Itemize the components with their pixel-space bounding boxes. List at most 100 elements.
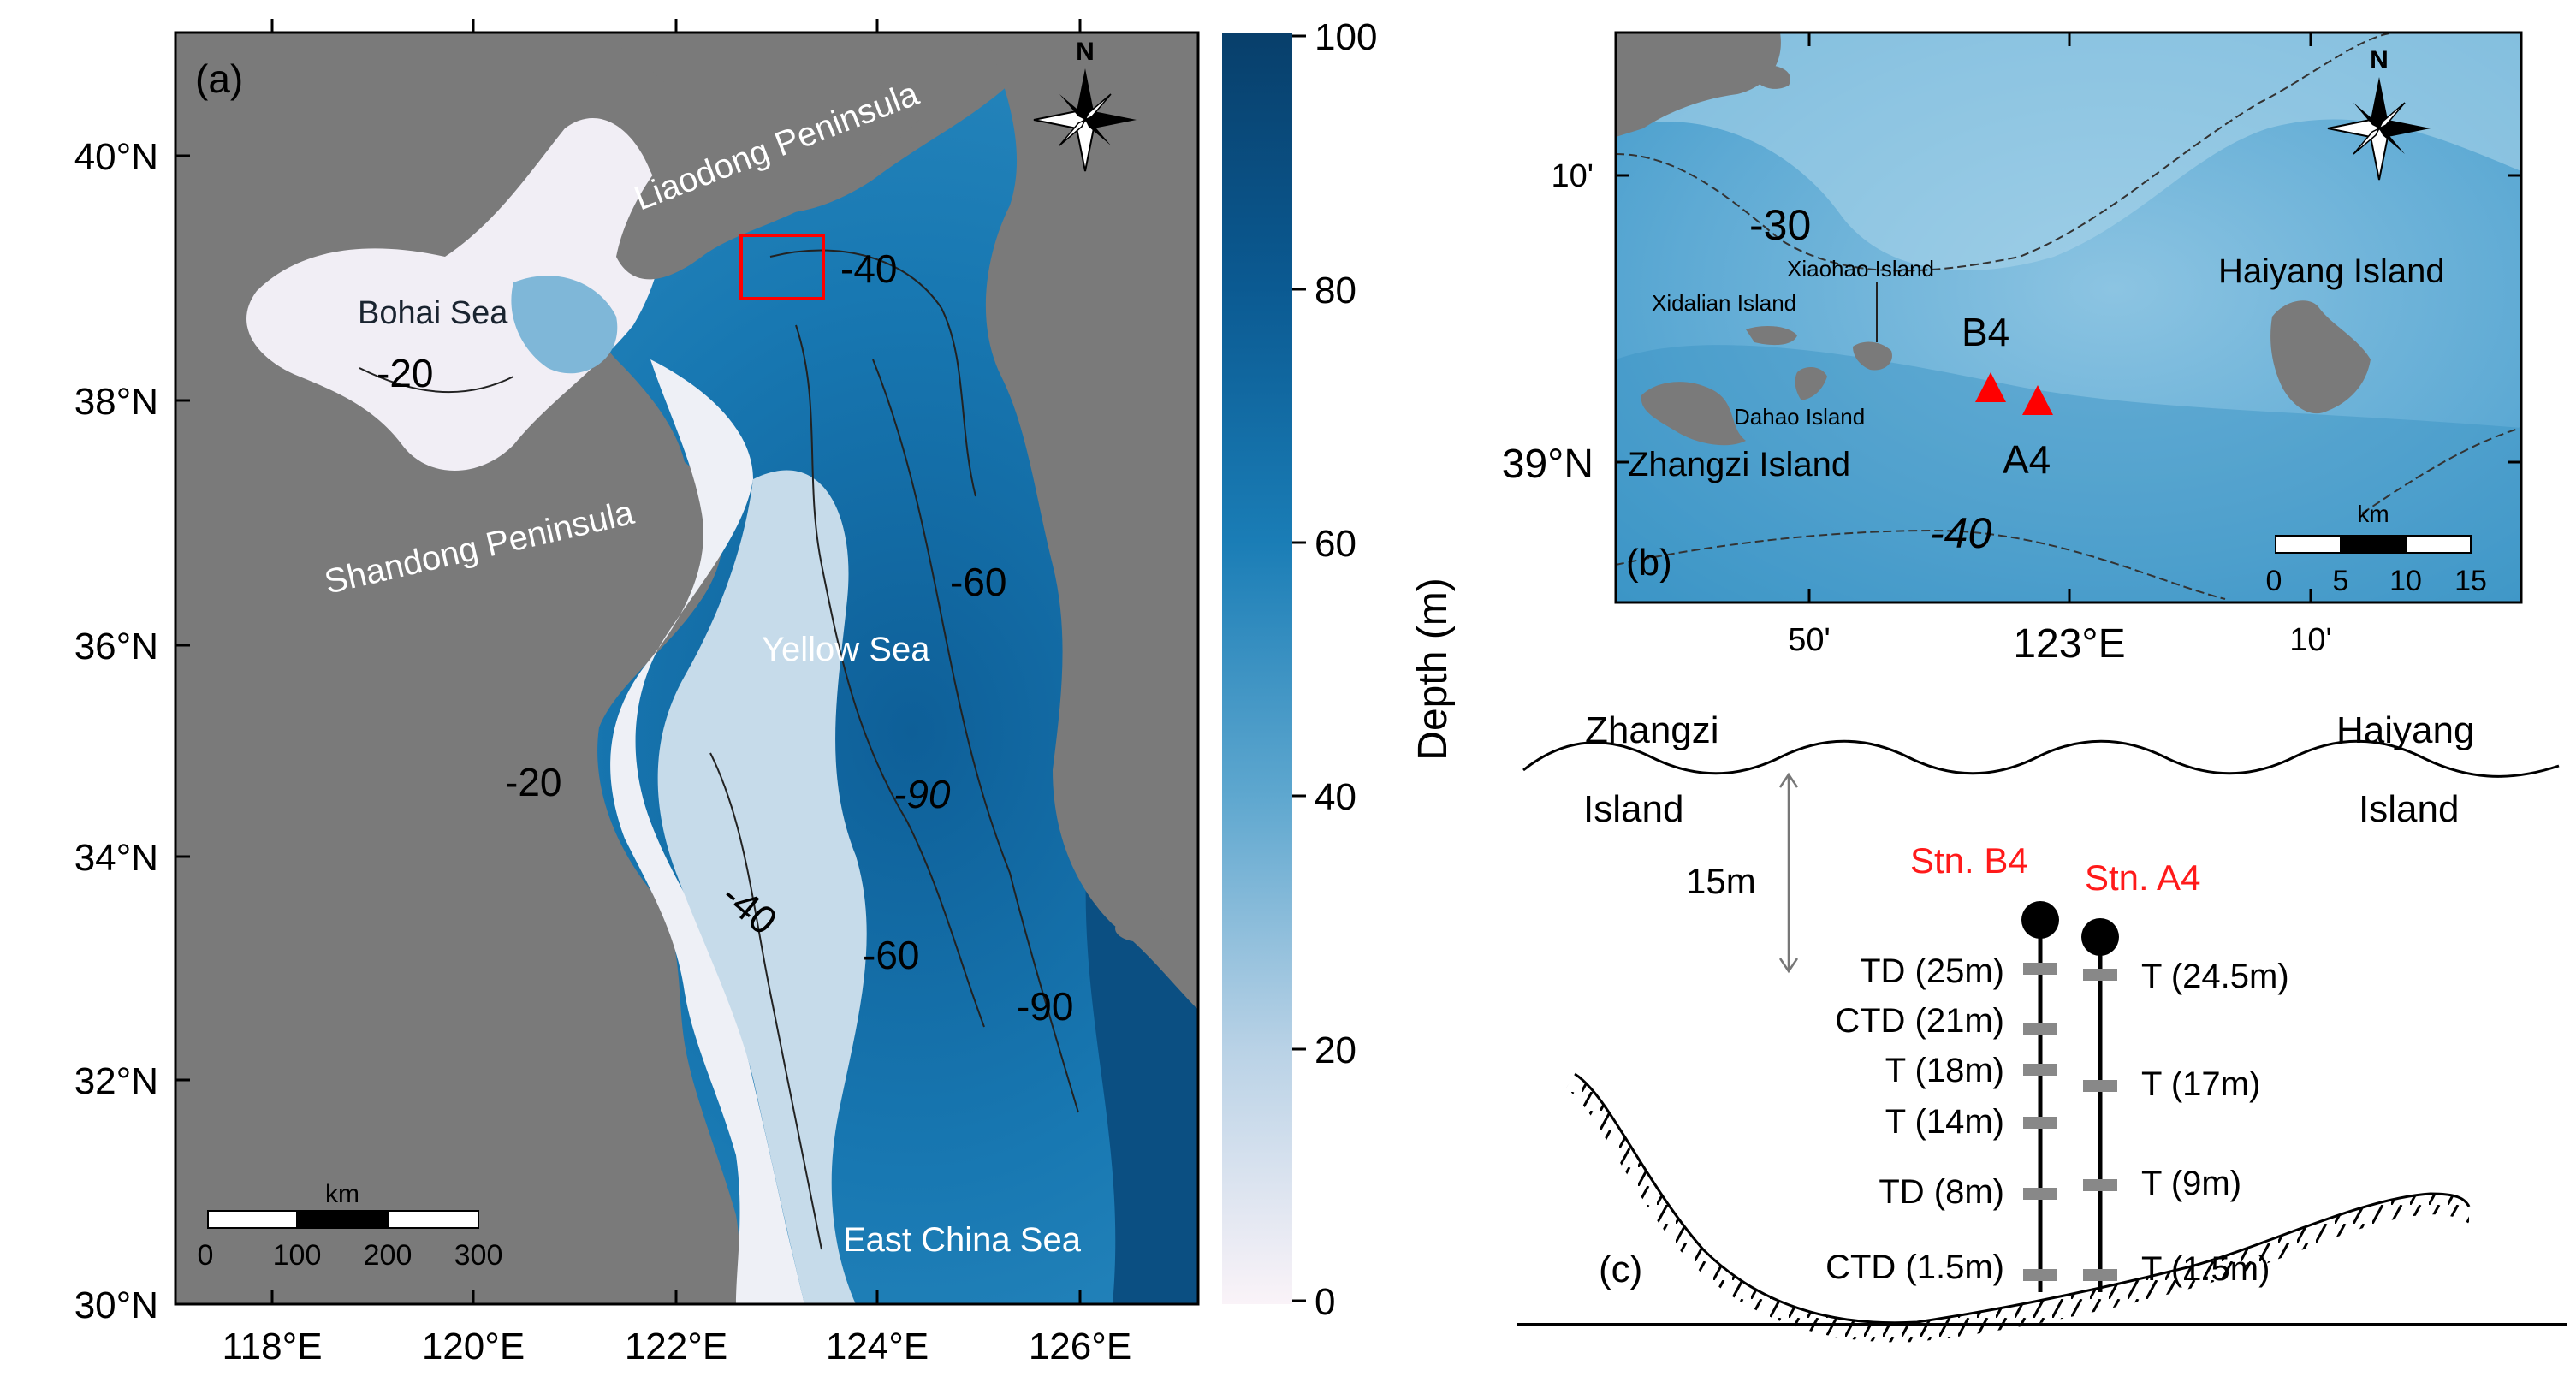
station-label: A4 bbox=[2003, 437, 2051, 482]
colorbar: 100 80 60 40 20 0 Depth (m) bbox=[1222, 16, 1456, 1323]
coastal-shelf bbox=[610, 359, 804, 1304]
lat-tick-label: 30°N bbox=[74, 1284, 158, 1326]
panel-b-label: (b) bbox=[1626, 542, 1672, 584]
lon-tick-label: 10' bbox=[2289, 622, 2332, 658]
sensor-label: CTD (1.5m) bbox=[1825, 1249, 2004, 1286]
lon-tick-label: 50' bbox=[1788, 622, 1831, 658]
station-marker-b4 bbox=[1975, 372, 2006, 402]
place-label: Zhangzi bbox=[1585, 709, 1719, 751]
lat-tick-label: 10' bbox=[1551, 158, 1594, 194]
region-label: Bohai Sea bbox=[358, 295, 508, 331]
lat-tick-label: 40°N bbox=[74, 136, 158, 178]
sensor-label: TD (25m) bbox=[1860, 952, 2004, 990]
lat-tick-label: 38°N bbox=[74, 381, 158, 423]
lon-tick-label: 122°E bbox=[625, 1326, 727, 1367]
panel-a-lat-ticks: 40°N 38°N 36°N 34°N 32°N 30°N bbox=[74, 136, 190, 1326]
a4-sensors bbox=[2083, 969, 2117, 1281]
sensor-label: T (14m) bbox=[1885, 1103, 2004, 1141]
north-arrow-icon: N bbox=[2327, 46, 2431, 181]
north-arrow-icon: N bbox=[1033, 38, 1137, 172]
arrow-head-up bbox=[1778, 772, 1799, 788]
north-label: N bbox=[1076, 38, 1095, 66]
scale-bar: km 0 100 200 300 bbox=[198, 1180, 503, 1272]
arrow-head-down bbox=[1778, 958, 1799, 974]
xidalian-island bbox=[1746, 325, 1797, 346]
island-label: Xiaohao Island bbox=[1787, 256, 1934, 282]
station-b4-label: Stn. B4 bbox=[1910, 840, 2028, 881]
contour-label: -40 bbox=[1930, 509, 1991, 557]
contour-line bbox=[709, 752, 822, 1250]
shallow-region bbox=[1616, 33, 2521, 270]
colorbar-tick: 80 bbox=[1315, 270, 1356, 311]
sensor-label: T (24.5m) bbox=[2141, 958, 2289, 995]
sensor-label: T (9m) bbox=[2141, 1165, 2241, 1202]
region-label: East China Sea bbox=[843, 1221, 1082, 1259]
haiyang-island bbox=[2270, 300, 2371, 414]
contour-label: -60 bbox=[863, 933, 919, 977]
sensor bbox=[2023, 1269, 2057, 1281]
sensor bbox=[2083, 1179, 2117, 1191]
seabed-hatch bbox=[1566, 1074, 2469, 1343]
region-label: Yellow Sea bbox=[762, 631, 930, 668]
scale-unit: km bbox=[2357, 501, 2389, 527]
panel-b: 10' 39°N 50' 123°E 10' N (b) -30 -40 Xia… bbox=[1502, 31, 2523, 667]
contour-line bbox=[1615, 32, 2397, 272]
island-label: Dahao Island bbox=[1734, 404, 1865, 430]
contour-line bbox=[359, 367, 514, 394]
colorbar-ticks: 100 80 60 40 20 0 bbox=[1292, 16, 1377, 1323]
contour-label: -90 bbox=[893, 772, 951, 816]
lon-tick-label: 123°E bbox=[2013, 621, 2125, 667]
depth-label: 15m bbox=[1686, 861, 1756, 901]
scale-tick: 0 bbox=[198, 1239, 214, 1272]
jeju-island bbox=[1115, 915, 1170, 942]
panel-a: 40°N 38°N 36°N 34°N 32°N 30°N 118°E 120°… bbox=[74, 19, 1200, 1367]
scale-tick: 0 bbox=[2266, 565, 2282, 597]
colorbar-tick: 60 bbox=[1315, 523, 1356, 565]
sensor bbox=[2023, 1064, 2057, 1076]
colorbar-tick: 100 bbox=[1315, 16, 1377, 58]
a4-sensor-labels: T (24.5m) T (17m) T (9m) T (1.5m) bbox=[2141, 958, 2289, 1288]
contour-line bbox=[872, 359, 1079, 1113]
north-label: N bbox=[2370, 46, 2389, 74]
sensor bbox=[2023, 1117, 2057, 1129]
sea-surface bbox=[1522, 739, 2560, 778]
colorbar-tick: 20 bbox=[1315, 1029, 1356, 1071]
lon-tick-label: 118°E bbox=[222, 1326, 322, 1367]
panel-c-label: (c) bbox=[1599, 1249, 1642, 1290]
lat-tick-label: 39°N bbox=[1502, 442, 1594, 487]
zhangzi-island bbox=[1641, 382, 1746, 446]
island-label: Xidalian Island bbox=[1652, 290, 1796, 316]
sensor-label: T (17m) bbox=[2141, 1065, 2260, 1103]
panel-a-frame bbox=[174, 31, 1200, 1306]
sensor-label: CTD (21m) bbox=[1835, 1002, 2004, 1040]
station-a4-label: Stn. A4 bbox=[2085, 857, 2200, 898]
place-label: Haiyang bbox=[2336, 709, 2474, 751]
panel-c: 15m Zhangzi Island Haiyang Island Stn. B… bbox=[1517, 709, 2567, 1343]
sensor bbox=[2083, 1080, 2117, 1092]
contour-label: -30 bbox=[1749, 201, 1811, 249]
lon-tick-label: 126°E bbox=[1029, 1326, 1131, 1367]
contour-line bbox=[769, 249, 976, 497]
sensor-label: TD (8m) bbox=[1879, 1173, 2004, 1211]
colorbar-tick: 40 bbox=[1315, 776, 1356, 818]
sensor-label: T (18m) bbox=[1885, 1052, 2004, 1089]
place-label: Island bbox=[1583, 788, 1683, 830]
bohai-strait-shallow bbox=[511, 276, 618, 374]
seabed-line bbox=[1574, 1072, 2471, 1325]
lat-tick-label: 36°N bbox=[74, 626, 158, 667]
island-label: Haiyang Island bbox=[2218, 252, 2445, 290]
station-marker-a4 bbox=[2022, 385, 2053, 415]
lat-tick-label: 34°N bbox=[74, 837, 158, 879]
contour-line bbox=[1615, 529, 2226, 600]
contour-label: -20 bbox=[505, 760, 561, 804]
panel-a-label: (a) bbox=[195, 56, 243, 101]
sensor bbox=[2083, 1269, 2117, 1281]
island-label: Zhangzi Island bbox=[1628, 446, 1850, 483]
station-label: B4 bbox=[1962, 310, 2009, 354]
float-a4 bbox=[2081, 918, 2119, 956]
sensor bbox=[2083, 969, 2117, 981]
contour-label: -40 bbox=[840, 246, 897, 291]
sensor bbox=[2023, 1188, 2057, 1200]
contour-label: -90 bbox=[1017, 984, 1073, 1029]
scale-tick: 5 bbox=[2333, 565, 2349, 597]
